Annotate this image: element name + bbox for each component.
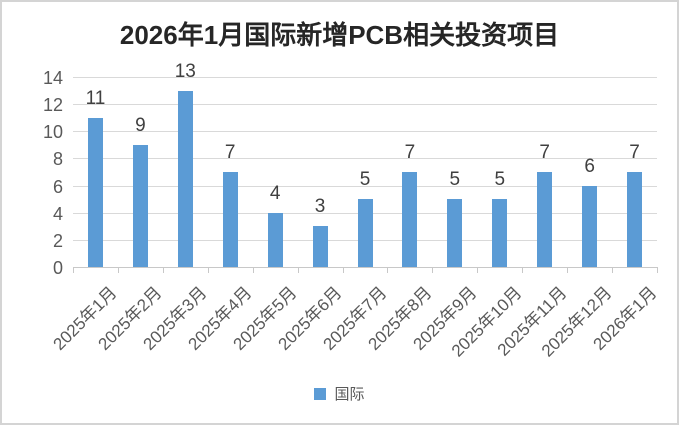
x-axis-line <box>73 267 657 268</box>
bar-value-label: 11 <box>85 87 106 109</box>
y-axis-label: 10 <box>42 122 63 143</box>
bar <box>267 212 283 267</box>
gridline <box>73 131 657 133</box>
gridline <box>73 158 657 160</box>
bar <box>537 172 553 267</box>
bar <box>132 144 148 267</box>
gridline <box>73 104 657 106</box>
bar-value-label: 5 <box>494 169 506 191</box>
bar <box>357 199 373 267</box>
axis-tick <box>117 267 119 273</box>
bar-value-label: 5 <box>359 169 371 191</box>
bar-value-label: 5 <box>449 169 461 191</box>
legend: 国际 <box>2 383 677 404</box>
axis-tick <box>73 267 74 273</box>
y-axis-label: 4 <box>52 203 63 224</box>
bar <box>222 172 238 267</box>
bar <box>627 172 643 267</box>
bar-value-label: 7 <box>629 142 640 163</box>
y-axis-label: 2 <box>52 230 63 251</box>
axis-tick <box>252 267 254 273</box>
bar-value-label: 7 <box>404 142 416 163</box>
bar-value-label: 3 <box>314 196 326 218</box>
bar <box>447 199 463 267</box>
bar-value-label: 9 <box>135 114 146 136</box>
chart-title: 2026年1月国际新增PCB相关投资项目 <box>119 20 560 50</box>
bar <box>582 185 598 267</box>
axis-tick <box>477 267 479 273</box>
bar <box>402 172 418 267</box>
y-axis-label: 14 <box>42 68 63 88</box>
y-axis-label: 12 <box>42 95 63 116</box>
axis-tick <box>162 267 164 273</box>
bar-value-label: 4 <box>269 182 281 204</box>
bar-value-label: 7 <box>539 142 550 163</box>
axis-tick <box>387 267 389 273</box>
axis-tick <box>207 267 209 273</box>
axis-tick <box>342 267 344 273</box>
bar <box>177 90 193 267</box>
axis-tick <box>567 267 569 273</box>
y-axis-label: 0 <box>52 258 63 278</box>
bar <box>492 199 508 267</box>
y-axis-label: 6 <box>52 176 63 197</box>
legend-swatch-icon <box>314 387 327 400</box>
axis-tick <box>657 267 658 273</box>
bar-value-label: 7 <box>224 142 236 163</box>
gridline <box>73 77 657 78</box>
legend-label: 国际 <box>334 386 365 403</box>
bar <box>312 226 328 267</box>
gridline <box>73 185 657 187</box>
bar-value-label: 6 <box>584 155 595 177</box>
axis-tick <box>432 267 434 273</box>
axis-tick <box>612 267 614 273</box>
axis-tick <box>522 267 524 273</box>
bar-value-label: 13 <box>174 60 196 82</box>
bar <box>87 117 103 267</box>
axis-tick <box>297 267 299 273</box>
y-axis-label: 8 <box>52 149 63 170</box>
